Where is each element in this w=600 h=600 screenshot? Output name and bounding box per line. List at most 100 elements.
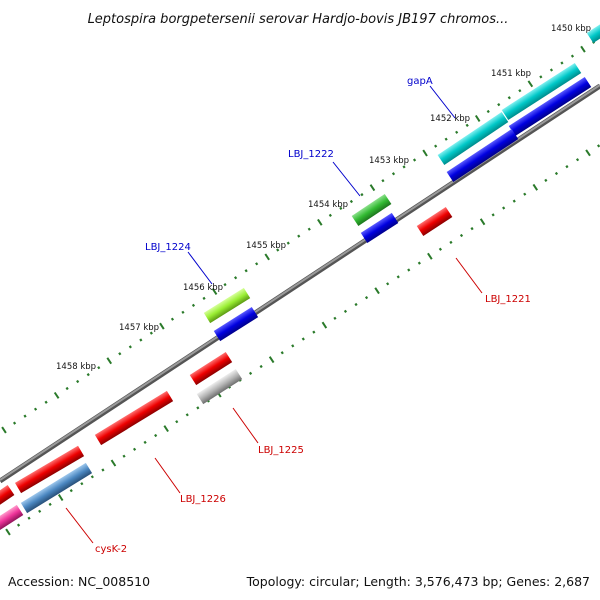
minor-tick (44, 400, 48, 404)
feature-gapa-cyan-b[interactable] (437, 112, 509, 166)
tick-labels: 1450 kbp 1451 kbp 1452 kbp 1453 kbp 1454… (56, 24, 591, 372)
tick-label-1452: 1452 kbp (430, 114, 470, 124)
minor-tick (539, 75, 543, 79)
feature-magenta[interactable] (0, 504, 24, 534)
minor-tick (438, 247, 443, 251)
minor-tick (434, 144, 438, 148)
feature-lbj-1222[interactable] (351, 193, 392, 226)
minor-tick (69, 489, 73, 493)
major-tick (369, 184, 376, 192)
minor-tick (554, 171, 559, 176)
major-tick (474, 114, 481, 122)
callout-lbj-1226 (154, 457, 181, 494)
callout-gapa (429, 85, 456, 119)
major-tick (1, 426, 7, 434)
feature-red-b[interactable] (14, 445, 85, 494)
tick-label-1450: 1450 kbp (551, 24, 591, 34)
minor-tick (297, 234, 301, 238)
gene-label-lbj-1225[interactable]: LBJ_1225 (258, 445, 304, 456)
minor-tick (276, 248, 280, 252)
feature-1450-cyan[interactable] (586, 19, 600, 44)
feature-cysk-2[interactable] (20, 462, 93, 514)
major-tick (57, 494, 64, 502)
gene-label-lbj-1221[interactable]: LBJ_1221 (485, 294, 531, 305)
minor-tick (339, 206, 343, 210)
feature-red-c[interactable] (0, 485, 15, 508)
minor-tick (449, 240, 453, 244)
major-tick (106, 357, 113, 365)
minor-tick (27, 516, 31, 520)
feature-lbj-1226[interactable] (94, 390, 174, 446)
feature-blue-c[interactable] (360, 212, 399, 244)
minor-tick (149, 331, 153, 335)
major-tick (532, 183, 539, 191)
minor-tick (181, 310, 185, 314)
gene-label-gapa[interactable]: gapA (407, 76, 433, 87)
minor-tick (549, 68, 554, 72)
feature-blue-b[interactable] (446, 129, 519, 183)
minor-tick (312, 330, 316, 334)
minor-tick (455, 130, 459, 134)
minor-tick (565, 165, 569, 169)
feature-lbj-1224[interactable] (203, 287, 251, 324)
minor-tick (333, 316, 337, 320)
minor-tick (132, 447, 137, 451)
gene-label-lbj-1224[interactable]: LBJ_1224 (145, 242, 191, 253)
genome-summary-text: Topology: circular; Length: 3,576,473 bp… (246, 574, 590, 589)
gene-label-lbj-1226[interactable]: LBJ_1226 (180, 494, 226, 505)
map-title: Leptospira borgpetersenii serovar Hardjo… (88, 12, 509, 27)
minor-tick (343, 309, 348, 313)
major-tick (527, 80, 534, 88)
feature-lbj-1221[interactable] (416, 206, 453, 236)
minor-tick (118, 352, 122, 356)
feature-blue-a[interactable] (508, 76, 592, 137)
minor-tick (101, 468, 105, 472)
minor-tick (248, 371, 253, 375)
minor-tick (233, 276, 238, 280)
minor-tick (223, 283, 227, 287)
minor-tick (470, 227, 474, 231)
minor-tick (65, 386, 69, 391)
callout-lbj-1224 (187, 251, 213, 285)
minor-tick (407, 268, 411, 272)
tick-label-1456: 1456 kbp (183, 283, 223, 293)
accession-text: Accession: NC_008510 (8, 574, 150, 589)
minor-tick (497, 103, 501, 107)
minor-tick (12, 421, 17, 425)
minor-tick (465, 123, 469, 128)
minor-tick (507, 96, 511, 100)
minor-tick (491, 213, 495, 217)
minor-tick (48, 502, 52, 506)
minor-tick (396, 275, 400, 279)
major-tick (321, 321, 328, 329)
feature-blue-d[interactable] (213, 306, 259, 342)
gene-features (0, 19, 600, 534)
major-tick (374, 287, 380, 295)
gene-label-cysk-2[interactable]: cysK-2 (95, 544, 127, 555)
minor-tick (86, 373, 90, 377)
minor-tick (502, 206, 506, 210)
minor-tick (575, 158, 580, 162)
feature-red-a[interactable] (189, 351, 233, 386)
major-tick (268, 356, 275, 364)
gene-labels: gapA LBJ_1222 LBJ_1224 LBJ_1221 LBJ_1225… (95, 76, 531, 555)
minor-tick (444, 137, 448, 141)
minor-tick (280, 351, 284, 355)
minor-tick (459, 233, 464, 238)
major-tick (159, 322, 165, 330)
gene-label-lbj-1222[interactable]: LBJ_1222 (288, 149, 334, 160)
gene-label-lines (65, 85, 483, 544)
minor-tick (544, 178, 548, 182)
minor-tick (354, 302, 358, 307)
minor-tick (349, 199, 354, 204)
feature-gapa-cyan-a[interactable] (501, 62, 582, 121)
tick-label-1457: 1457 kbp (119, 323, 159, 333)
callout-lbj-1221 (455, 257, 483, 294)
feature-lbj-1225[interactable] (196, 368, 243, 405)
minor-tick (518, 89, 522, 93)
minor-tick (255, 262, 259, 266)
minor-tick (122, 454, 126, 458)
minor-tick (90, 475, 94, 479)
minor-tick (486, 109, 490, 114)
